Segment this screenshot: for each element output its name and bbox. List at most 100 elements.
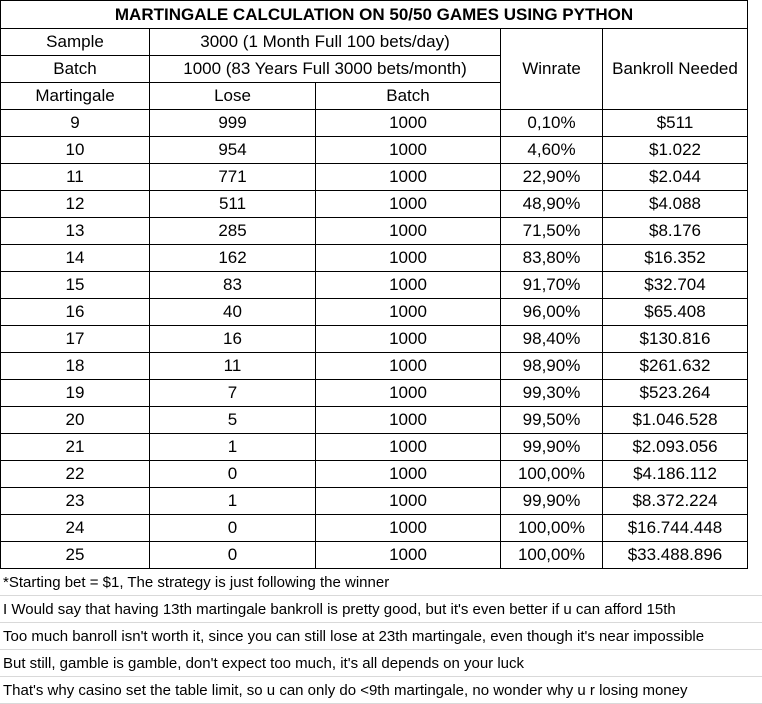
batch-cell: 1000 xyxy=(315,325,501,353)
batch-cell: 1000 xyxy=(315,514,501,542)
winrate-cell: 100,00% xyxy=(500,514,603,542)
winrate-cell: 22,90% xyxy=(500,163,603,191)
lose-cell: 0 xyxy=(149,514,316,542)
winrate-cell: 98,40% xyxy=(500,325,603,353)
lose-cell: 11 xyxy=(149,352,316,380)
lose-cell: 999 xyxy=(149,109,316,137)
bankroll-cell: $4.088 xyxy=(602,190,748,218)
martingale-cell: 12 xyxy=(0,190,150,218)
table-title: MARTINGALE CALCULATION ON 50/50 GAMES US… xyxy=(0,0,748,29)
martingale-header: Martingale xyxy=(0,82,150,110)
lose-cell: 954 xyxy=(149,136,316,164)
table-row: 12 511 1000 48,90% $4.088 xyxy=(0,190,748,218)
batch-label: Batch xyxy=(0,55,150,83)
lose-cell: 7 xyxy=(149,379,316,407)
martingale-cell: 24 xyxy=(0,514,150,542)
table-row: 20 5 1000 99,50% $1.046.528 xyxy=(0,406,748,434)
winrate-cell: 98,90% xyxy=(500,352,603,380)
note-line: But still, gamble is gamble, don't expec… xyxy=(0,650,762,677)
bankroll-cell: $33.488.896 xyxy=(602,541,748,569)
batch-cell: 1000 xyxy=(315,163,501,191)
table-row: 16 40 1000 96,00% $65.408 xyxy=(0,298,748,326)
bankroll-cell: $2.093.056 xyxy=(602,433,748,461)
bankroll-cell: $523.264 xyxy=(602,379,748,407)
table-row: 14 162 1000 83,80% $16.352 xyxy=(0,244,748,272)
martingale-cell: 25 xyxy=(0,541,150,569)
batch-cell: 1000 xyxy=(315,136,501,164)
lose-cell: 162 xyxy=(149,244,316,272)
winrate-cell: 48,90% xyxy=(500,190,603,218)
winrate-cell: 100,00% xyxy=(500,541,603,569)
bankroll-cell: $130.816 xyxy=(602,325,748,353)
table-row: 19 7 1000 99,30% $523.264 xyxy=(0,379,748,407)
winrate-cell: 99,30% xyxy=(500,379,603,407)
winrate-cell: 91,70% xyxy=(500,271,603,299)
table-row: 22 0 1000 100,00% $4.186.112 xyxy=(0,460,748,488)
bankroll-cell: $8.372.224 xyxy=(602,487,748,515)
bankroll-cell: $16.744.448 xyxy=(602,514,748,542)
lose-cell: 511 xyxy=(149,190,316,218)
table-row: 24 0 1000 100,00% $16.744.448 xyxy=(0,514,748,542)
note-line: *Starting bet = $1, The strategy is just… xyxy=(0,569,762,596)
table-row: 11 771 1000 22,90% $2.044 xyxy=(0,163,748,191)
winrate-cell: 4,60% xyxy=(500,136,603,164)
note-line: Too much banroll isn't worth it, since y… xyxy=(0,623,762,650)
note-line: I Would say that having 13th martingale … xyxy=(0,596,762,623)
winrate-header: Winrate xyxy=(500,28,603,110)
lose-cell: 771 xyxy=(149,163,316,191)
bankroll-cell: $8.176 xyxy=(602,217,748,245)
batch-cell: 1000 xyxy=(315,244,501,272)
table-row: 23 1 1000 99,90% $8.372.224 xyxy=(0,487,748,515)
martingale-cell: 21 xyxy=(0,433,150,461)
lose-cell: 1 xyxy=(149,433,316,461)
martingale-table: MARTINGALE CALCULATION ON 50/50 GAMES US… xyxy=(0,0,748,569)
winrate-cell: 0,10% xyxy=(500,109,603,137)
batch-header: Batch xyxy=(315,82,501,110)
martingale-cell: 16 xyxy=(0,298,150,326)
martingale-cell: 15 xyxy=(0,271,150,299)
lose-cell: 5 xyxy=(149,406,316,434)
sample-label: Sample xyxy=(0,28,150,56)
batch-cell: 1000 xyxy=(315,190,501,218)
table-row: 15 83 1000 91,70% $32.704 xyxy=(0,271,748,299)
bankroll-cell: $16.352 xyxy=(602,244,748,272)
table-row: 13 285 1000 71,50% $8.176 xyxy=(0,217,748,245)
lose-cell: 0 xyxy=(149,541,316,569)
bankroll-cell: $1.046.528 xyxy=(602,406,748,434)
batch-cell: 1000 xyxy=(315,352,501,380)
batch-cell: 1000 xyxy=(315,379,501,407)
batch-cell: 1000 xyxy=(315,460,501,488)
winrate-cell: 99,50% xyxy=(500,406,603,434)
batch-cell: 1000 xyxy=(315,271,501,299)
table-row: 9 999 1000 0,10% $511 xyxy=(0,109,748,137)
winrate-cell: 99,90% xyxy=(500,487,603,515)
winrate-cell: 96,00% xyxy=(500,298,603,326)
note-line: That's why casino set the table limit, s… xyxy=(0,677,762,704)
batch-cell: 1000 xyxy=(315,109,501,137)
martingale-cell: 20 xyxy=(0,406,150,434)
lose-header: Lose xyxy=(149,82,316,110)
lose-cell: 0 xyxy=(149,460,316,488)
table-row: 17 16 1000 98,40% $130.816 xyxy=(0,325,748,353)
table-row: 18 11 1000 98,90% $261.632 xyxy=(0,352,748,380)
martingale-cell: 22 xyxy=(0,460,150,488)
martingale-cell: 23 xyxy=(0,487,150,515)
batch-cell: 1000 xyxy=(315,298,501,326)
bankroll-header: Bankroll Needed xyxy=(602,28,748,110)
martingale-cell: 18 xyxy=(0,352,150,380)
lose-cell: 40 xyxy=(149,298,316,326)
batch-cell: 1000 xyxy=(315,541,501,569)
batch-cell: 1000 xyxy=(315,217,501,245)
winrate-cell: 99,90% xyxy=(500,433,603,461)
sample-value: 3000 (1 Month Full 100 bets/day) xyxy=(149,28,501,56)
bankroll-cell: $4.186.112 xyxy=(602,460,748,488)
martingale-cell: 9 xyxy=(0,109,150,137)
winrate-cell: 71,50% xyxy=(500,217,603,245)
bankroll-cell: $65.408 xyxy=(602,298,748,326)
bankroll-cell: $261.632 xyxy=(602,352,748,380)
bankroll-cell: $1.022 xyxy=(602,136,748,164)
batch-cell: 1000 xyxy=(315,487,501,515)
martingale-cell: 17 xyxy=(0,325,150,353)
martingale-cell: 10 xyxy=(0,136,150,164)
